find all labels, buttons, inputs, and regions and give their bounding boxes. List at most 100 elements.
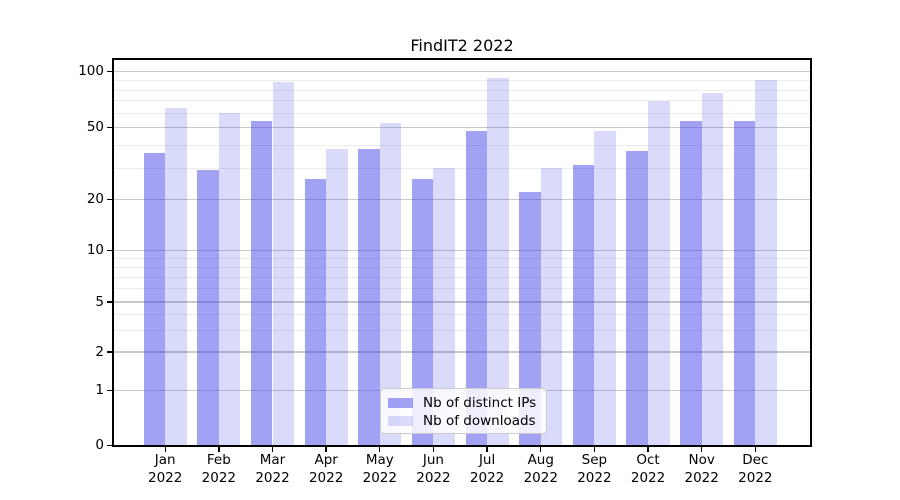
x-tick-label-may: May 2022 [348, 451, 412, 487]
y-tick-mark-1 [107, 389, 112, 392]
x-tick-label-aug: Aug 2022 [509, 451, 573, 487]
x-tick-label-jun: Jun 2022 [401, 451, 465, 487]
gridline-major-2 [114, 351, 810, 353]
x-tick-month: Jan [154, 452, 176, 468]
bar-downloads-jul [487, 78, 509, 445]
gridline-minor-8 [114, 267, 810, 269]
bar-distinct-ips-oct [626, 151, 649, 445]
legend-label-distinct-ips: Nb of distinct IPs [423, 395, 537, 411]
x-tick-mark-dec [754, 447, 757, 452]
x-tick-month: Nov [688, 452, 715, 468]
x-tick-month: Apr [314, 452, 338, 468]
legend: Nb of distinct IPs Nb of downloads [380, 388, 547, 434]
x-tick-mark-jan [164, 447, 166, 452]
x-tick-label-apr: Apr 2022 [294, 451, 358, 487]
y-tick-label-10: 10 [86, 242, 104, 258]
x-tick-month: Mar [259, 452, 286, 468]
x-tick-label-jan: Jan 2022 [133, 451, 197, 487]
x-tick-mark-oct [647, 447, 649, 452]
bar-downloads-mar [272, 81, 295, 445]
plot-area [112, 58, 812, 447]
x-tick-year: 2022 [416, 470, 451, 486]
x-tick-label-jul: Jul 2022 [455, 451, 519, 487]
chart-title: FindIT2 2022 [410, 36, 514, 55]
bar-distinct-ips-nov [680, 121, 702, 445]
y-tick-label-100: 100 [78, 63, 104, 79]
y-tick-label-0: 0 [95, 437, 104, 453]
x-tick-month: Jun [422, 452, 444, 468]
gridline-minor-40 [114, 145, 810, 147]
bar-distinct-ips-mar [250, 121, 273, 445]
gridline-minor-90 [114, 80, 810, 81]
bar-distinct-ips-jun [411, 178, 434, 445]
x-tick-year: 2022 [201, 470, 237, 486]
bar-distinct-ips-feb [197, 170, 219, 445]
bar-downloads-sep [594, 130, 616, 445]
gridline-major-5 [114, 301, 810, 303]
x-tick-year: 2022 [362, 470, 397, 486]
legend-entry-distinct-ips: Nb of distinct IPs [388, 394, 546, 412]
gridline-minor-7 [114, 277, 810, 278]
y-tick-mark-100 [107, 70, 112, 73]
bar-downloads-aug [540, 167, 563, 445]
gridline-minor-3 [114, 329, 810, 331]
y-tick-label-50: 50 [86, 119, 104, 135]
bar-downloads-oct [648, 101, 670, 445]
x-tick-year: 2022 [308, 470, 344, 486]
x-tick-mark-apr [325, 447, 327, 452]
x-tick-year: 2022 [523, 470, 558, 486]
x-tick-mark-feb [218, 447, 220, 452]
x-tick-label-dec: Dec 2022 [723, 451, 787, 487]
bar-distinct-ips-apr [304, 178, 327, 445]
x-tick-label-feb: Feb 2022 [187, 451, 251, 487]
gridline-minor-60 [114, 112, 810, 114]
x-tick-label-mar: Mar 2022 [241, 451, 305, 487]
x-tick-year: 2022 [684, 470, 719, 486]
y-tick-label-20: 20 [86, 191, 104, 207]
bar-downloads-may [379, 122, 402, 445]
y-tick-mark-5 [107, 301, 112, 303]
plot-inner [114, 60, 810, 445]
gridline-major-20 [114, 198, 810, 201]
bar-distinct-ips-jul [465, 130, 488, 445]
x-tick-year: 2022 [738, 470, 773, 486]
legend-swatch-downloads [388, 415, 413, 427]
x-tick-label-sep: Sep 2022 [562, 451, 626, 487]
gridline-minor-70 [114, 100, 810, 102]
y-tick-mark-2 [107, 351, 112, 353]
gridline-major-50 [114, 126, 810, 129]
bar-distinct-ips-may [358, 149, 380, 445]
bar-downloads-feb [218, 112, 241, 445]
y-tick-label-2: 2 [95, 343, 104, 360]
x-tick-year: 2022 [148, 470, 183, 486]
x-tick-mark-jun [432, 447, 435, 452]
bar-downloads-jun [433, 167, 456, 445]
x-tick-year: 2022 [469, 470, 505, 486]
x-tick-year: 2022 [255, 470, 290, 486]
x-tick-mark-nov [701, 447, 703, 452]
x-tick-month: Feb [206, 452, 231, 468]
bar-distinct-ips-aug [519, 192, 541, 445]
y-tick-mark-0 [107, 444, 112, 447]
bar-distinct-ips-sep [572, 165, 595, 445]
bar-downloads-apr [326, 149, 348, 445]
y-tick-label-5: 5 [95, 293, 104, 310]
gridline-major-10 [114, 249, 810, 252]
x-tick-label-oct: Oct 2022 [616, 451, 680, 487]
gridline-minor-6 [114, 288, 810, 290]
x-tick-month: Aug [527, 452, 554, 468]
x-tick-month: Jul [478, 452, 496, 468]
x-tick-mark-jul [486, 447, 488, 452]
gridline-minor-30 [114, 167, 810, 169]
legend-swatch-distinct-ips [388, 397, 413, 409]
gridline-minor-9 [114, 258, 810, 260]
bar-distinct-ips-jan [143, 153, 166, 445]
x-tick-month: Sep [581, 452, 608, 468]
bar-downloads-jan [165, 107, 187, 445]
x-tick-mark-aug [540, 447, 542, 452]
x-tick-month: Dec [742, 452, 769, 468]
x-tick-year: 2022 [630, 470, 666, 486]
gridline-major-100 [114, 70, 810, 73]
x-tick-label-nov: Nov 2022 [670, 451, 734, 487]
